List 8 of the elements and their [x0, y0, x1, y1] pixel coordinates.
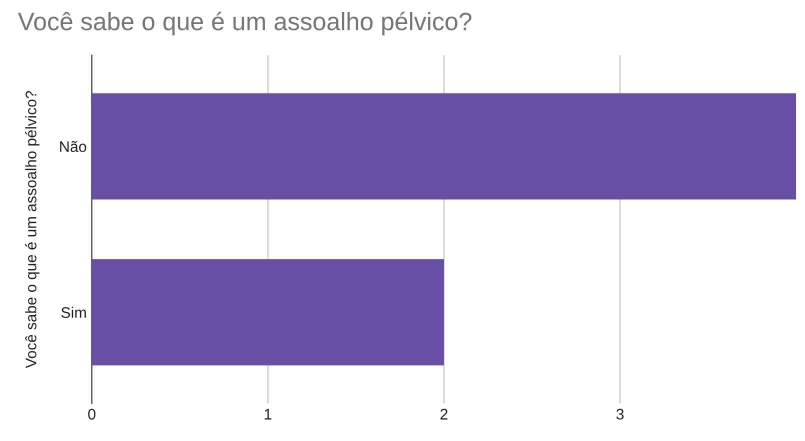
chart-title: Você sabe o que é um assoalho pélvico?: [18, 12, 472, 36]
x-tick-label: 2: [440, 408, 448, 420]
x-tick-label: 3: [616, 408, 624, 420]
y-tick-label: Não: [60, 140, 86, 152]
y-tick-label: Sim: [61, 306, 86, 318]
x-tick-label: 1: [264, 408, 272, 420]
y-axis-title: Você sabe o que é um assoalho pélvico?: [25, 91, 40, 368]
x-tick-label: 0: [88, 408, 96, 420]
